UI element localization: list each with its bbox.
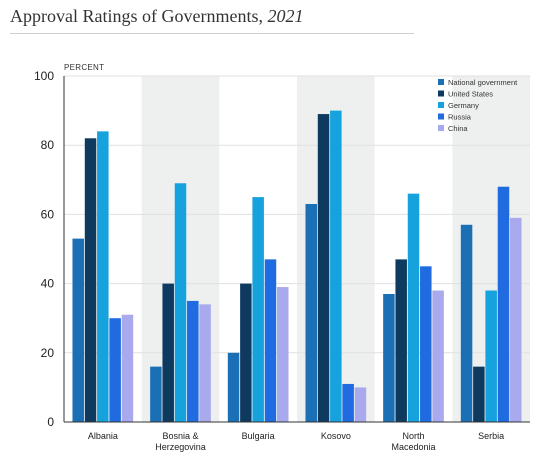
bar-germany — [408, 194, 420, 422]
x-category-label: Kosovo — [321, 431, 351, 441]
bar-national-government — [150, 367, 162, 422]
bar-russia — [420, 266, 432, 422]
legend-label: Russia — [448, 113, 472, 122]
legend-swatch — [438, 114, 444, 120]
bar-china — [277, 287, 289, 422]
bar-national-government — [383, 294, 395, 422]
bar-germany — [97, 131, 109, 422]
bar-united-states — [240, 284, 252, 422]
x-category-label: Albania — [88, 431, 118, 441]
legend-label: United States — [448, 90, 493, 99]
y-unit-label: PERCENT — [64, 63, 104, 72]
x-category-label: Macedonia — [391, 442, 435, 452]
bar-germany — [252, 197, 264, 422]
x-category-label: Herzegovina — [155, 442, 206, 452]
y-tick-label: 80 — [41, 138, 55, 152]
bar-united-states — [318, 114, 330, 422]
legend-label: National government — [448, 78, 518, 87]
y-tick-label: 60 — [41, 207, 55, 221]
bar-germany — [330, 111, 342, 422]
bar-china — [122, 315, 134, 422]
bar-germany — [485, 291, 497, 422]
bar-united-states — [162, 284, 174, 422]
bar-china — [432, 291, 444, 422]
bar-united-states — [395, 259, 407, 422]
x-category-label: Serbia — [478, 431, 504, 441]
bar-united-states — [473, 367, 485, 422]
x-category-label: Bulgaria — [242, 431, 275, 441]
bar-national-government — [461, 225, 473, 422]
legend-swatch — [438, 79, 444, 85]
bar-russia — [265, 259, 277, 422]
bar-national-government — [305, 204, 317, 422]
bar-national-government — [228, 353, 240, 422]
legend-label: China — [448, 124, 468, 133]
bar-russia — [342, 384, 354, 422]
bar-united-states — [85, 138, 97, 422]
legend-label: Germany — [448, 101, 479, 110]
bar-russia — [187, 301, 199, 422]
legend-swatch — [438, 102, 444, 108]
bar-russia — [498, 187, 510, 422]
bar-russia — [109, 318, 121, 422]
x-category-label: Bosnia & — [162, 431, 198, 441]
bar-china — [199, 304, 211, 422]
y-tick-label: 20 — [41, 346, 55, 360]
legend-swatch — [438, 125, 444, 131]
y-tick-label: 40 — [41, 277, 55, 291]
bar-national-government — [72, 239, 84, 422]
x-category-label: North — [402, 431, 424, 441]
y-tick-label: 0 — [47, 415, 54, 429]
bar-china — [355, 387, 367, 422]
bar-germany — [175, 183, 187, 422]
bar-china — [510, 218, 522, 422]
legend-swatch — [438, 91, 444, 97]
y-tick-label: 100 — [34, 69, 54, 83]
